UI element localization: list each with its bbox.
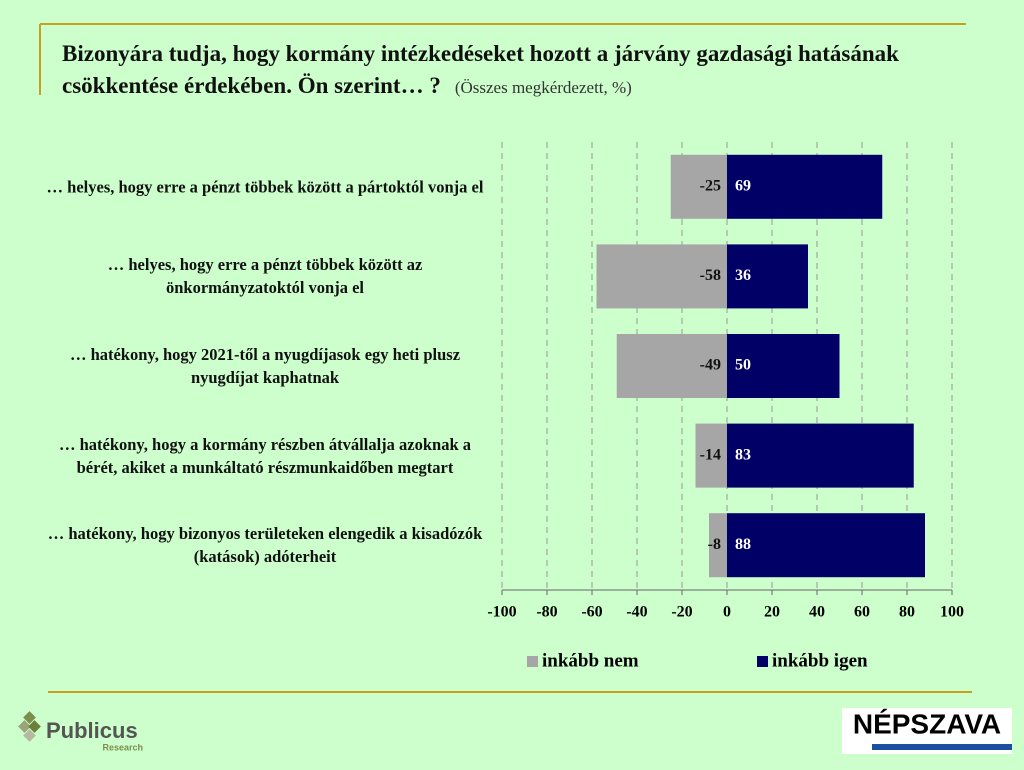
x-tick-label: 40 <box>809 604 825 621</box>
x-tick-label: -20 <box>671 604 692 621</box>
value-label: -14 <box>700 446 721 463</box>
publicus-logo: Publicus <box>46 718 138 743</box>
bar <box>727 244 808 309</box>
value-label: -58 <box>700 267 721 284</box>
category-label: … hatékony, hogy 2021-től a nyugdíjasok … <box>69 345 461 387</box>
value-label: 83 <box>735 446 751 463</box>
category-label: … hatékony, hogy a kormány részben átvál… <box>58 434 472 477</box>
bar <box>616 334 727 398</box>
value-label: -8 <box>708 536 721 553</box>
x-tick-label: -60 <box>581 604 602 621</box>
x-tick-label: 60 <box>854 604 870 621</box>
nepszava-band <box>872 744 1012 750</box>
x-tick-label: 80 <box>899 604 915 621</box>
value-label: 88 <box>735 536 751 553</box>
bar <box>727 154 883 219</box>
value-label: 50 <box>735 357 751 374</box>
title: Bizonyára tudja, hogy kormány intézkedés… <box>62 38 972 104</box>
value-label: 36 <box>735 267 751 284</box>
value-label: -25 <box>700 177 721 194</box>
publicus-logo-icon <box>18 711 41 742</box>
bar <box>727 513 925 578</box>
legend-label: inkább nem <box>542 650 639 671</box>
value-label: 69 <box>735 177 751 194</box>
bar <box>670 154 727 219</box>
legend-label: inkább igen <box>772 650 868 671</box>
category-label: … helyes, hogy erre a pénzt többek közöt… <box>107 255 423 298</box>
subtitle: (Összes megkérdezett, %) <box>454 78 632 97</box>
nepszava-logo: NÉPSZAVA <box>853 708 1001 739</box>
title-text: Bizonyára tudja, hogy kormány intézkedés… <box>62 41 899 98</box>
x-tick-label: -40 <box>626 604 647 621</box>
x-tick-label: 0 <box>723 604 731 621</box>
bar <box>727 334 840 398</box>
bar <box>596 244 727 309</box>
legend-swatch <box>757 656 768 667</box>
x-tick-label: -80 <box>536 604 557 621</box>
publicus-sub: Research <box>102 742 143 752</box>
x-tick-label: -100 <box>487 604 516 621</box>
x-tick-label: 100 <box>940 604 964 621</box>
category-label: … hatékony, hogy bizonyos területeken el… <box>47 524 483 567</box>
bar <box>709 513 727 578</box>
x-tick-label: 20 <box>764 604 780 621</box>
legend-swatch <box>527 656 538 667</box>
category-label: … helyes, hogy erre a pénzt többek közöt… <box>46 177 484 197</box>
bar <box>727 423 914 488</box>
value-label: -49 <box>700 357 721 374</box>
bar <box>695 423 727 488</box>
